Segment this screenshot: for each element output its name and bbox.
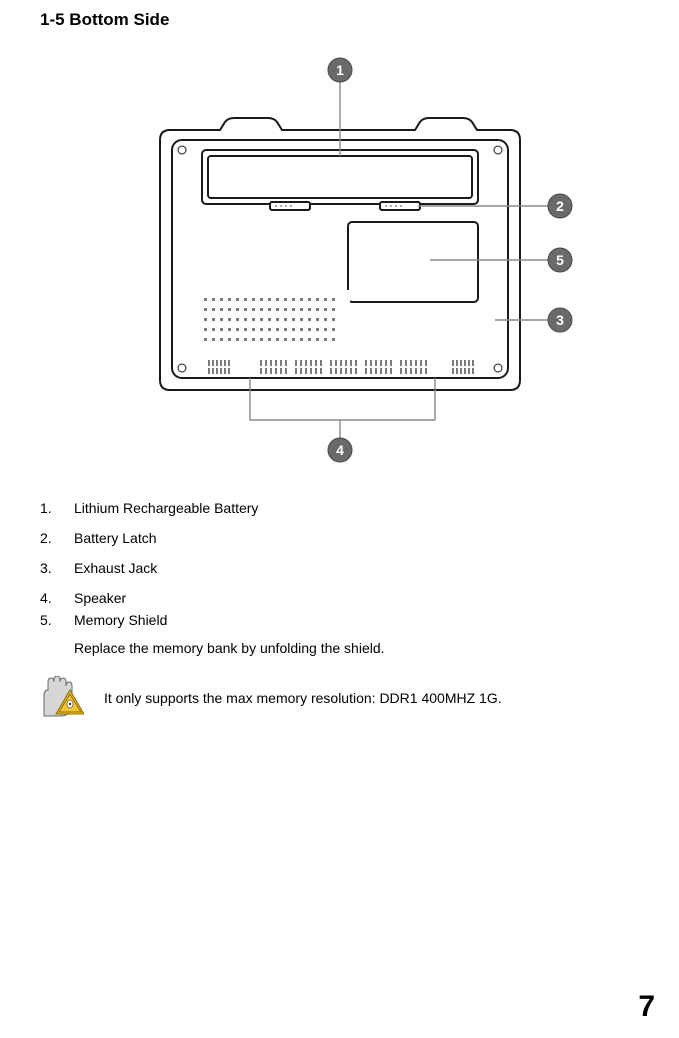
page-number: 7: [638, 990, 655, 1024]
list-text: Exhaust Jack: [74, 560, 639, 576]
svg-text:4: 4: [336, 442, 344, 458]
list-item: 5. Memory Shield: [40, 612, 639, 628]
list-item: 3. Exhaust Jack: [40, 560, 639, 576]
callout-1: 1: [328, 58, 352, 82]
list-number: 4.: [40, 590, 74, 606]
bottom-side-diagram: 1 2 5 3 4: [100, 50, 580, 470]
section-heading: 1-5 Bottom Side: [40, 10, 639, 30]
list-number: 1.: [40, 500, 74, 516]
list-text: Battery Latch: [74, 530, 639, 546]
list-text: Memory Shield: [74, 612, 639, 628]
svg-text:3: 3: [556, 312, 564, 328]
callout-2: 2: [548, 194, 572, 218]
list-number: 2.: [40, 530, 74, 546]
list-sub-text: Replace the memory bank by unfolding the…: [74, 640, 639, 656]
diagram-container: 1 2 5 3 4: [40, 50, 639, 470]
note-text: It only supports the max memory resoluti…: [104, 690, 502, 706]
list-number: 3.: [40, 560, 74, 576]
list-number: 5.: [40, 612, 74, 628]
list-text: Speaker: [74, 590, 639, 606]
parts-list: 1. Lithium Rechargeable Battery 2. Batte…: [40, 500, 639, 628]
svg-text:1: 1: [336, 62, 344, 78]
note-row: It only supports the max memory resoluti…: [40, 676, 639, 720]
callout-5: 5: [548, 248, 572, 272]
list-item: 4. Speaker: [40, 590, 639, 606]
svg-text:5: 5: [556, 252, 564, 268]
list-item: 1. Lithium Rechargeable Battery: [40, 500, 639, 516]
svg-text:2: 2: [556, 198, 564, 214]
list-text: Lithium Rechargeable Battery: [74, 500, 639, 516]
callout-3: 3: [548, 308, 572, 332]
caution-hand-icon: [40, 676, 84, 720]
list-item: 2. Battery Latch: [40, 530, 639, 546]
callout-4: 4: [328, 438, 352, 462]
